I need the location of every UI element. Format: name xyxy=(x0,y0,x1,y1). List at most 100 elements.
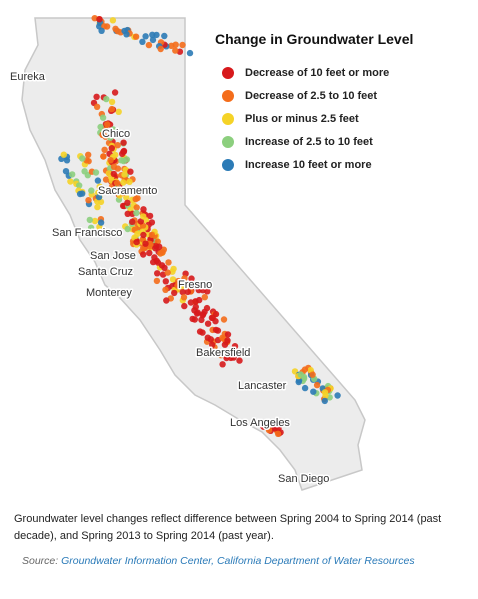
well-dot xyxy=(94,203,101,211)
city-label: San Diego xyxy=(278,473,329,485)
well-dot xyxy=(86,216,94,224)
city-label: Bakersfield xyxy=(196,347,250,359)
well-dot xyxy=(108,98,116,106)
well-dot xyxy=(97,219,105,226)
well-dot xyxy=(88,187,95,194)
city-label: Los Angeles xyxy=(230,417,290,429)
map: Eureka Chico Sacramento San Francisco San Jo… xyxy=(9,15,413,491)
legend-swatch xyxy=(222,136,234,148)
city-label: Eureka xyxy=(10,71,46,83)
well-dot xyxy=(310,388,317,395)
well-dot xyxy=(169,276,177,283)
source-link[interactable]: Groundwater Information Center, Californ… xyxy=(61,555,415,567)
well-dot xyxy=(91,217,99,225)
well-dot xyxy=(142,33,149,40)
well-dot xyxy=(165,259,172,266)
well-dot xyxy=(108,145,116,152)
well-dot xyxy=(156,243,163,250)
well-dot xyxy=(265,426,273,434)
well-dot xyxy=(139,38,146,45)
well-dot xyxy=(98,27,105,34)
well-dot xyxy=(120,179,127,186)
well-dot xyxy=(186,49,194,57)
well-dot xyxy=(95,193,103,201)
well-dot xyxy=(227,354,235,362)
well-dot xyxy=(180,294,188,301)
well-dot xyxy=(224,331,232,338)
city-label: San Francisco xyxy=(52,227,122,239)
well-dot xyxy=(161,32,168,40)
well-dot xyxy=(179,288,186,296)
well-dot xyxy=(172,47,179,54)
well-dot xyxy=(93,103,101,111)
well-dot xyxy=(193,310,201,317)
well-dot xyxy=(301,366,309,373)
well-dot xyxy=(140,251,147,258)
well-dot xyxy=(96,183,103,190)
well-dot xyxy=(110,126,117,133)
well-dot xyxy=(120,139,127,146)
well-dot xyxy=(108,105,116,113)
well-dot xyxy=(120,189,127,196)
well-dot xyxy=(142,240,149,247)
well-dot xyxy=(112,25,119,32)
well-dot xyxy=(209,341,216,348)
well-dot xyxy=(162,278,169,285)
well-dot xyxy=(184,288,191,296)
well-dot xyxy=(181,302,188,310)
well-dot xyxy=(121,27,128,35)
well-dot xyxy=(149,31,156,38)
well-dot xyxy=(207,336,214,343)
well-dot xyxy=(102,176,110,183)
legend-swatch xyxy=(222,90,234,102)
source: Source: Groundwater Information Center, … xyxy=(22,555,415,567)
city-label: Sacramento xyxy=(98,185,157,197)
well-dot xyxy=(67,178,74,185)
well-dot xyxy=(236,357,243,364)
well-dot xyxy=(137,218,144,225)
well-dot xyxy=(274,430,282,437)
legend-label: Increase of 2.5 to 10 feet xyxy=(245,136,373,148)
well-dot xyxy=(204,320,212,327)
well-dot xyxy=(192,303,199,311)
well-dot xyxy=(164,269,171,276)
legend-swatch xyxy=(222,159,234,171)
city-label: San Jose xyxy=(90,250,136,262)
well-dot xyxy=(93,93,100,101)
well-dot xyxy=(109,17,117,24)
well-dot xyxy=(146,212,154,220)
well-dot xyxy=(221,341,229,348)
well-dot xyxy=(196,296,203,304)
well-dot xyxy=(121,171,128,178)
well-dot xyxy=(97,123,104,131)
legend-swatch xyxy=(222,113,234,125)
well-dot xyxy=(187,283,194,290)
well-dot xyxy=(114,165,122,172)
well-dot xyxy=(87,224,95,231)
well-dot xyxy=(220,316,228,323)
well-dot xyxy=(309,371,316,378)
source-prefix: Source: xyxy=(22,555,59,567)
well-dot xyxy=(146,249,153,257)
well-dot xyxy=(120,157,127,165)
well-dot xyxy=(101,146,108,153)
well-dot xyxy=(114,142,121,149)
well-dot xyxy=(85,151,92,158)
well-dot xyxy=(334,392,341,399)
well-dot xyxy=(188,275,195,282)
city-label: Chico xyxy=(102,128,130,140)
well-dot xyxy=(157,45,164,53)
well-dot xyxy=(92,169,100,176)
legend: Decrease of 10 feet or more Decrease of 2… xyxy=(222,67,389,171)
well-dot xyxy=(69,171,76,178)
well-dot xyxy=(124,210,131,217)
well-dot xyxy=(217,352,225,359)
well-dot xyxy=(179,41,186,49)
california-outline xyxy=(21,17,366,491)
well-dot xyxy=(209,347,216,354)
well-dot xyxy=(196,328,204,335)
city-label: Lancaster xyxy=(238,380,287,392)
well-dot xyxy=(96,16,103,23)
well-dot xyxy=(157,250,164,257)
